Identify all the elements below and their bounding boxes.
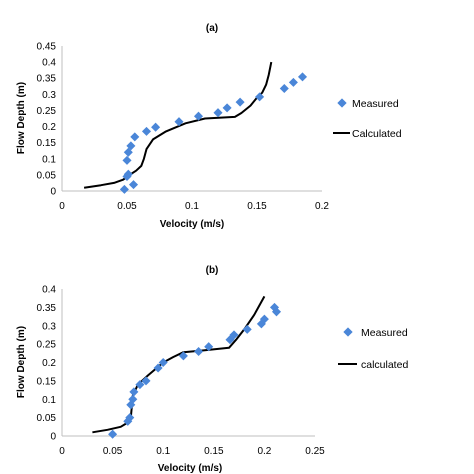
y-tick-label: 0.05 xyxy=(37,413,57,424)
y-axis-title: Flow Depth (m) xyxy=(16,82,27,154)
y-tick-label: 0.2 xyxy=(42,358,56,369)
y-tick-label: 0.05 xyxy=(37,170,57,181)
x-tick-label: 0.05 xyxy=(103,446,123,457)
x-axis-title: Velocity (m/s) xyxy=(160,219,224,230)
x-tick-label: 0.2 xyxy=(315,201,329,212)
y-tick-label: 0.35 xyxy=(37,303,57,314)
y-tick-label: 0.25 xyxy=(37,340,57,351)
chart-title: (b) xyxy=(206,265,219,276)
legend-label-calculated: calculated xyxy=(361,359,408,371)
legend: Measured Calculated xyxy=(333,98,402,140)
series-line-calculated xyxy=(92,295,266,434)
legend-label-calculated: Calculated xyxy=(352,128,402,140)
data-point-measured xyxy=(122,155,132,165)
x-axis-title: Velocity (m/s) xyxy=(158,463,222,474)
data-point-measured xyxy=(128,180,139,190)
legend: Measured calculated xyxy=(338,327,408,371)
data-point-measured xyxy=(151,122,161,132)
chart-title: (a) xyxy=(206,23,218,34)
x-tick-labels: 0 0.05 0.1 0.15 0.2 xyxy=(59,201,329,212)
y-tick-label: 0.3 xyxy=(42,90,56,101)
x-tick-label: 0 xyxy=(59,446,65,457)
x-tick-label: 0.05 xyxy=(117,201,137,212)
data-point-measured xyxy=(194,346,204,357)
data-point-measured xyxy=(141,126,152,136)
y-tick-label: 0.15 xyxy=(37,138,57,149)
data-point-measured xyxy=(297,72,308,82)
data-point-measured xyxy=(288,77,298,87)
data-point-measured xyxy=(193,111,204,121)
data-point-measured xyxy=(213,108,223,118)
y-tick-label: 0.25 xyxy=(37,106,57,117)
plot-area xyxy=(83,61,308,194)
y-tick-label: 0 xyxy=(50,432,56,443)
y-tick-label: 0.45 xyxy=(37,42,57,53)
x-tick-label: 0.2 xyxy=(257,446,271,457)
x-tick-label: 0 xyxy=(59,201,65,212)
legend-label-measured: Measured xyxy=(352,98,399,110)
data-point-measured xyxy=(119,184,129,194)
y-tick-labels: 0 0.05 0.1 0.15 0.2 0.25 0.3 0.35 0.4 0.45 xyxy=(37,42,57,198)
y-tick-label: 0.3 xyxy=(42,321,56,332)
data-point-measured xyxy=(126,141,136,151)
data-point-measured xyxy=(242,324,252,334)
data-point-measured xyxy=(279,83,289,94)
y-tick-labels: 0 0.05 0.1 0.15 0.2 0.25 0.3 0.35 0.4 xyxy=(37,285,57,443)
y-tick-label: 0.1 xyxy=(42,395,56,406)
data-point-measured xyxy=(255,92,265,102)
x-tick-label: 0.15 xyxy=(247,201,267,212)
y-tick-label: 0.15 xyxy=(37,376,57,387)
data-point-measured xyxy=(235,97,245,107)
x-tick-labels: 0 0.05 0.1 0.15 0.2 0.25 xyxy=(59,446,325,457)
data-point-measured xyxy=(123,169,133,179)
x-tick-label: 0.25 xyxy=(305,446,325,457)
x-tick-label: 0.1 xyxy=(185,201,199,212)
legend-label-measured: Measured xyxy=(361,327,408,339)
y-tick-label: 0.2 xyxy=(42,122,56,133)
y-tick-label: 0.35 xyxy=(37,74,57,85)
y-tick-label: 0.1 xyxy=(42,154,56,165)
data-point-measured xyxy=(174,117,184,127)
legend-marker-measured xyxy=(337,98,347,108)
plot-area xyxy=(92,295,282,439)
x-tick-label: 0.1 xyxy=(156,446,170,457)
legend-marker-measured xyxy=(343,327,353,337)
series-line-calculated xyxy=(83,61,273,189)
chart-panel-b: (b) 00.050.10.150.20.250.30.350.4 0 0.05 0… xyxy=(16,265,408,474)
data-point-measured xyxy=(108,429,118,439)
data-point-measured xyxy=(222,103,232,113)
y-tick-label: 0.4 xyxy=(42,58,56,69)
y-axis-title: Flow Depth (m) xyxy=(16,326,27,398)
y-tick-label: 0 xyxy=(50,187,56,198)
data-point-measured xyxy=(130,132,140,142)
x-tick-label: 0.15 xyxy=(204,446,224,457)
y-tick-label: 0.4 xyxy=(42,285,56,296)
